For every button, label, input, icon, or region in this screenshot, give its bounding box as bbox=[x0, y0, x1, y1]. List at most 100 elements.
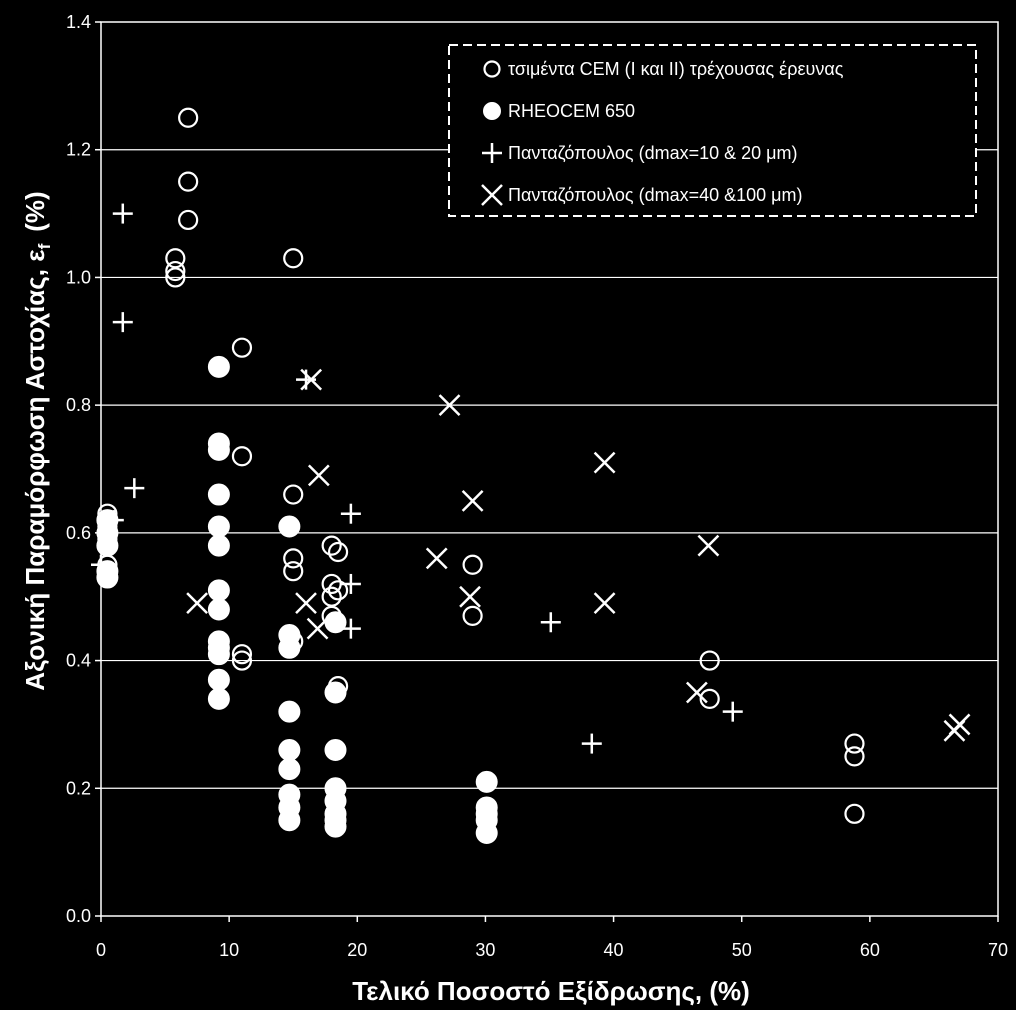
data-point bbox=[112, 312, 133, 333]
y-tick-label: 0.2 bbox=[66, 778, 91, 798]
legend-marker bbox=[482, 143, 502, 163]
data-point bbox=[475, 821, 498, 844]
legend: τσιμέντα CEM (I και II) τρέχουσας έρευνα… bbox=[448, 44, 977, 217]
data-point bbox=[844, 746, 865, 767]
data-point bbox=[207, 668, 230, 691]
data-point bbox=[295, 592, 317, 614]
data-point bbox=[593, 451, 616, 474]
data-point bbox=[231, 337, 253, 358]
series-3 bbox=[91, 203, 743, 754]
data-point bbox=[425, 547, 448, 570]
legend-label: Πανταζόπουλος (dmax=40 &100 μm) bbox=[508, 185, 803, 205]
data-point bbox=[943, 719, 966, 742]
data-point bbox=[722, 701, 743, 722]
legend-marker bbox=[481, 184, 503, 206]
data-point bbox=[96, 534, 119, 557]
legend-label: τσιμέντα CEM (I και II) τρέχουσας έρευνα… bbox=[508, 59, 844, 79]
x-tick-label: 60 bbox=[860, 940, 880, 960]
legend-marker bbox=[483, 102, 501, 120]
y-tick-label: 0.0 bbox=[66, 906, 91, 926]
data-points bbox=[91, 107, 971, 844]
data-point bbox=[844, 803, 865, 824]
data-point bbox=[178, 171, 199, 192]
data-point bbox=[306, 617, 329, 640]
data-point bbox=[340, 618, 361, 639]
y-axis-title: Αξονική Παραμόρφωση Αστοχίας, εf (%) bbox=[20, 191, 54, 690]
data-point bbox=[324, 738, 347, 761]
data-point bbox=[462, 605, 483, 626]
x-tick-label: 50 bbox=[732, 940, 752, 960]
data-point bbox=[283, 561, 304, 582]
legend-entry-2: RHEOCEM 650 bbox=[483, 101, 635, 121]
legend-entry-3: Πανταζόπουλος (dmax=10 & 20 μm) bbox=[482, 143, 798, 163]
data-point bbox=[697, 534, 720, 557]
x-tick-label: 0 bbox=[96, 940, 106, 960]
y-tick-label: 1.2 bbox=[66, 140, 91, 160]
data-point bbox=[186, 592, 208, 614]
data-point bbox=[307, 464, 330, 487]
y-axis-title-subscript: f bbox=[35, 243, 54, 249]
legend-items: τσιμέντα CEM (I και II) τρέχουσας έρευνα… bbox=[481, 59, 844, 206]
data-point bbox=[321, 586, 342, 607]
data-point bbox=[593, 592, 616, 614]
data-point bbox=[540, 612, 561, 633]
data-point bbox=[475, 770, 498, 793]
data-point bbox=[278, 515, 301, 538]
data-point bbox=[165, 267, 186, 288]
data-point bbox=[207, 483, 230, 506]
data-point bbox=[207, 355, 230, 378]
axis-ticks: 0.0 0.2 0.4 0.6 0.8 1.0 1.2 1.4 0 10 20 30 40 50 60 70 bbox=[66, 12, 1008, 960]
data-point bbox=[278, 758, 301, 781]
data-point bbox=[581, 733, 602, 754]
x-tick-label: 20 bbox=[347, 940, 367, 960]
legend-label: RHEOCEM 650 bbox=[508, 101, 635, 121]
data-point bbox=[321, 535, 342, 556]
y-tick-label: 0.6 bbox=[66, 523, 91, 543]
data-point bbox=[462, 554, 483, 575]
y-tick-label: 0.8 bbox=[66, 395, 91, 415]
data-point bbox=[165, 260, 186, 282]
data-point bbox=[300, 368, 323, 391]
y-axis-title-unit: (%) bbox=[20, 191, 50, 231]
data-point bbox=[91, 554, 111, 575]
legend-marker bbox=[483, 60, 501, 78]
data-point bbox=[283, 548, 304, 569]
data-point bbox=[340, 573, 361, 594]
x-tick-label: 70 bbox=[988, 940, 1008, 960]
data-point bbox=[112, 203, 133, 224]
y-tick-label: 1.0 bbox=[66, 267, 91, 287]
data-point bbox=[340, 503, 361, 524]
svg-text:Αξονική Παραμόρφωση Αστοχίας: Αξονική Παραμόρφωση Αστοχίας, εf (%) bbox=[20, 191, 54, 690]
data-point bbox=[278, 636, 301, 659]
data-point bbox=[699, 688, 720, 709]
series-4 bbox=[186, 368, 971, 742]
legend-label: Πανταζόπουλος (dmax=10 & 20 μm) bbox=[508, 143, 798, 163]
legend-entry-1: τσιμέντα CEM (I και II) τρέχουσας έρευνα… bbox=[483, 59, 844, 79]
x-tick-label: 30 bbox=[475, 940, 495, 960]
y-tick-label: 1.4 bbox=[66, 12, 91, 32]
x-axis-title: Τελικό Ποσοστό Εξίδρωσης, (%) bbox=[352, 976, 750, 1006]
data-point bbox=[844, 733, 865, 754]
legend-frame bbox=[448, 44, 977, 217]
data-point bbox=[283, 248, 304, 269]
data-point bbox=[178, 107, 199, 128]
data-point bbox=[461, 490, 484, 512]
data-point bbox=[283, 484, 304, 505]
data-point bbox=[124, 478, 145, 499]
data-point bbox=[324, 815, 347, 838]
x-tick-label: 10 bbox=[219, 940, 239, 960]
data-point bbox=[438, 394, 461, 417]
data-point bbox=[327, 580, 349, 601]
y-tick-label: 0.4 bbox=[66, 651, 91, 671]
plot-area-frame bbox=[100, 21, 999, 917]
data-point bbox=[685, 681, 708, 704]
series-2 bbox=[96, 355, 498, 844]
data-point bbox=[278, 809, 301, 832]
data-point bbox=[207, 515, 230, 538]
data-point bbox=[231, 644, 253, 665]
data-point bbox=[231, 446, 253, 467]
data-point bbox=[207, 579, 230, 602]
data-point bbox=[207, 534, 230, 557]
data-point bbox=[207, 598, 230, 621]
